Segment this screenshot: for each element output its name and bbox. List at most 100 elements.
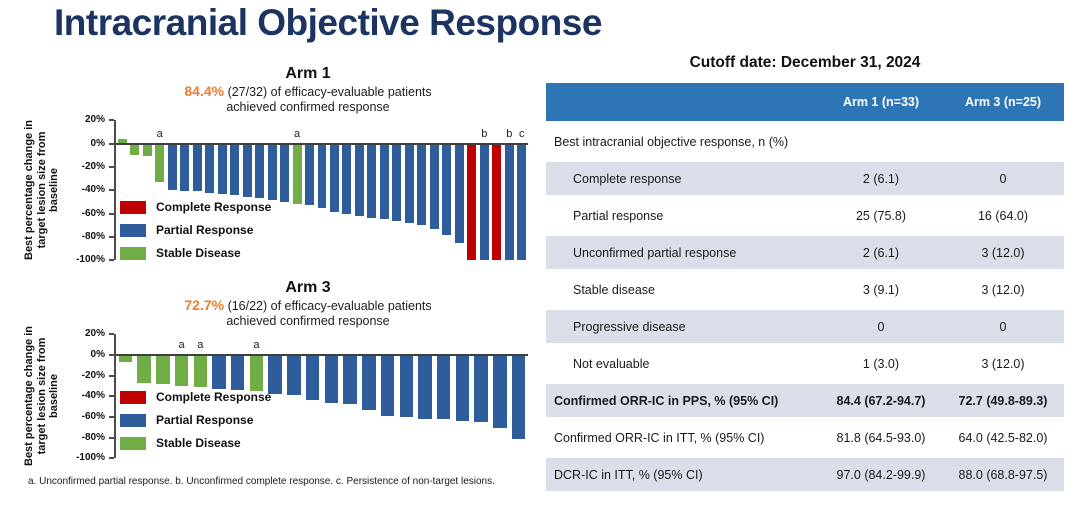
- arm1-y-axis-title-wrap: Best percentage change in target lesion …: [22, 120, 62, 260]
- waterfall-bar-partial-response: [268, 356, 282, 395]
- y-axis-tick-label: -20%: [81, 369, 105, 381]
- arm3-value: 64.0 (42.5-82.0): [942, 421, 1064, 454]
- page-title: Intracranial Objective Response: [54, 2, 602, 43]
- table-row: Partial response 25 (75.8) 16 (64.0): [546, 199, 1064, 232]
- arm3-y-axis-title: Best percentage change in target lesion …: [23, 326, 61, 467]
- table-row: Confirmed ORR-IC in ITT, % (95% CI) 81.8 …: [546, 421, 1064, 454]
- waterfall-bar-partial-response: [217, 144, 227, 194]
- waterfall-bar-partial-response: [455, 356, 470, 422]
- arm3-value: 72.7 (49.8-89.3): [942, 384, 1064, 417]
- arm1-y-axis-title: Best percentage change in target lesion …: [23, 120, 61, 261]
- table-row: Unconfirmed partial response 2 (6.1) 3 (12…: [546, 236, 1064, 269]
- waterfall-bar-stable-disease: [117, 138, 127, 144]
- chart-footnote: a. Unconfirmed partial response. b. Unco…: [28, 476, 495, 488]
- arm1-value: 84.4 (67.2-94.7): [820, 384, 942, 417]
- waterfall-bar-stable-disease: [137, 356, 151, 383]
- waterfall-bar-stable-disease: [174, 356, 189, 387]
- arm3-response-rate-value: 72.7%: [184, 297, 225, 314]
- column-header-arm3: Arm 3 (n=25): [942, 83, 1064, 121]
- y-axis-tick-label: -60%: [81, 207, 105, 219]
- y-axis-tick-mark: [109, 333, 114, 336]
- waterfall-bar-stable-disease: [118, 356, 133, 363]
- waterfall-bar-partial-response: [417, 144, 427, 226]
- waterfall-bar-partial-response: [305, 356, 320, 401]
- waterfall-bar-partial-response: [399, 356, 413, 418]
- legend-label: Partial Response: [156, 413, 254, 428]
- y-axis-tick-label: -100%: [76, 452, 105, 464]
- y-axis-tick-mark: [109, 235, 114, 238]
- waterfall-bar-partial-response: [305, 144, 314, 206]
- waterfall-bar-partial-response: [212, 356, 226, 390]
- y-axis-tick-mark: [109, 416, 114, 419]
- waterfall-bar-partial-response: [454, 144, 464, 243]
- arm3-value: 0: [942, 310, 1064, 343]
- arm1-subtitle-line2: achieved confirmed response: [226, 100, 390, 115]
- arm1-value: 97.0 (84.2-99.9): [820, 458, 942, 491]
- results-table-header-row: Arm 1 (n=33) Arm 3 (n=25): [546, 83, 1064, 121]
- arm1-value: 2 (6.1): [820, 236, 942, 269]
- waterfall-bar-partial-response: [230, 144, 240, 195]
- y-axis-tick-mark: [109, 165, 114, 168]
- arm3-chart-header: Arm 3 72.7% (16/22) of efficacy-evaluabl…: [102, 278, 514, 329]
- bar-footnote-marker: a: [197, 339, 204, 352]
- table-row: Complete response 2 (6.1) 0: [546, 162, 1064, 195]
- legend-entry: Stable Disease: [120, 436, 271, 450]
- waterfall-bar-partial-response: [442, 144, 452, 235]
- x-axis-zero-line: [116, 354, 528, 357]
- waterfall-bar-partial-response: [180, 144, 190, 192]
- legend-swatch: [120, 390, 146, 404]
- row-label: Stable disease: [546, 273, 820, 306]
- waterfall-bar-stable-disease: [193, 356, 207, 388]
- y-axis-tick-label: 20%: [84, 114, 105, 126]
- arm1-plot-area: Complete Response Partial Response Stable …: [114, 120, 528, 261]
- arm3-plot-area: Complete Response Partial Response Stable …: [114, 334, 528, 459]
- arm1-y-axis: 20% 0% -20% -40% -60% -80% -100%: [62, 114, 114, 265]
- arm3-value: 3 (12.0): [942, 273, 1064, 306]
- cutoff-date-label: Cutoff date: December 31, 2024: [689, 54, 921, 71]
- legend-entry: Partial Response: [120, 223, 271, 237]
- waterfall-bar-partial-response: [380, 356, 395, 416]
- results-table-section: Cutoff date: December 31, 2024 Arm 1 (n=…: [546, 54, 1064, 495]
- arm3-y-axis-title-wrap: Best percentage change in target lesion …: [22, 326, 62, 466]
- legend-entry: Partial Response: [120, 413, 271, 427]
- row-label: Confirmed ORR-IC in ITT, % (95% CI): [546, 421, 820, 454]
- y-axis-tick-mark: [109, 374, 114, 377]
- waterfall-bar-stable-disease: [249, 356, 264, 392]
- waterfall-bar-partial-response: [167, 144, 177, 191]
- waterfall-bar-partial-response: [324, 356, 339, 403]
- results-table: Arm 1 (n=33) Arm 3 (n=25) Best intracran…: [546, 79, 1064, 495]
- legend-entry: Complete Response: [120, 390, 271, 404]
- results-table-body: Best intracranial objective response, n …: [546, 125, 1064, 491]
- arm1-waterfall-chart: Arm 1 84.4% (27/32) of efficacy-evaluabl…: [22, 64, 542, 265]
- bar-footnote-marker: a: [178, 339, 185, 352]
- waterfall-bar-partial-response: [511, 356, 526, 439]
- arm3-legend: Complete Response Partial Response Stable …: [120, 390, 271, 459]
- table-row: Not evaluable 1 (3.0) 3 (12.0): [546, 347, 1064, 380]
- waterfall-bar-partial-response: [317, 144, 327, 208]
- waterfall-bar-stable-disease: [292, 144, 302, 205]
- waterfall-bar-partial-response: [404, 144, 414, 223]
- arm1-value: 0: [820, 310, 942, 343]
- y-axis-tick-label: -40%: [81, 184, 105, 196]
- waterfall-bar-partial-response: [379, 144, 389, 220]
- arm3-value: 3 (12.0): [942, 236, 1064, 269]
- arm1-chart-header: Arm 1 84.4% (27/32) of efficacy-evaluabl…: [102, 64, 514, 115]
- row-label: Complete response: [546, 162, 820, 195]
- y-axis-tick-mark: [109, 259, 114, 262]
- legend-swatch: [120, 223, 146, 237]
- waterfall-bar-partial-response: [367, 144, 377, 219]
- bar-footnote-marker: a: [253, 339, 260, 352]
- legend-entry: Complete Response: [120, 200, 271, 214]
- row-label: DCR-IC in ITT, % (95% CI): [546, 458, 820, 491]
- arm1-chart-body: Best percentage change in target lesion …: [22, 114, 542, 265]
- arm1-value: 1 (3.0): [820, 347, 942, 380]
- y-axis-tick-mark: [109, 189, 114, 192]
- arm3-chart-title: Arm 3: [285, 279, 331, 297]
- waterfall-bar-stable-disease: [155, 144, 165, 183]
- waterfall-bar-partial-response: [230, 356, 245, 391]
- waterfall-bar-partial-response: [354, 144, 364, 216]
- arm3-subtitle-text: (16/22) of efficacy-evaluable patients: [227, 299, 432, 314]
- waterfall-bar-partial-response: [418, 356, 432, 420]
- waterfall-bar-partial-response: [192, 144, 202, 192]
